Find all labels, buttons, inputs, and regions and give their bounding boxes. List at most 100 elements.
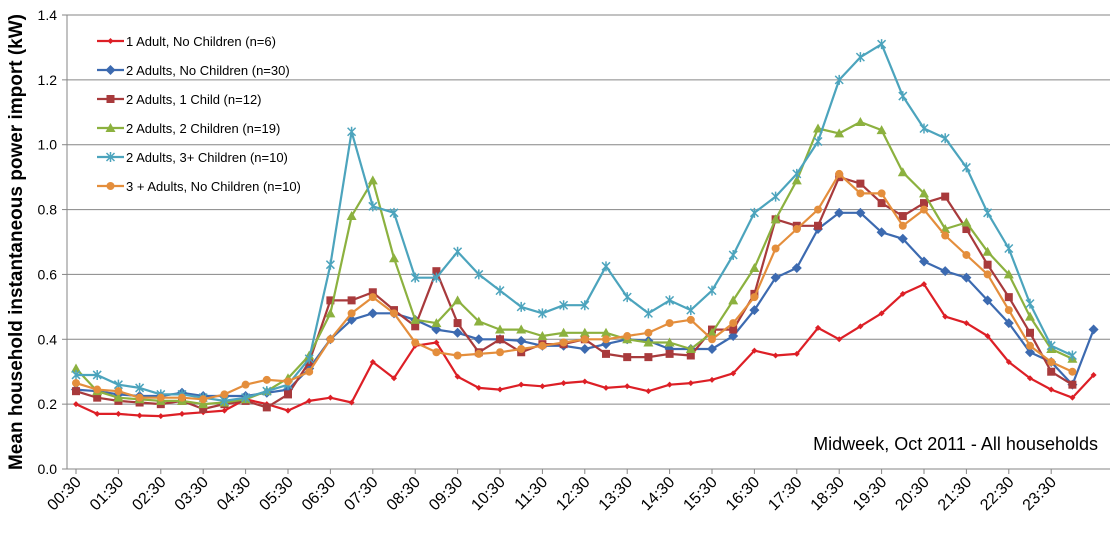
legend-item: 2 Adults, No Children (n=30) — [97, 63, 290, 78]
data-point — [624, 383, 631, 390]
series-4 — [71, 117, 1078, 409]
data-point — [877, 189, 886, 198]
data-point — [474, 269, 484, 280]
legend-item: 2 Adults, 3+ Children (n=10) — [97, 150, 288, 165]
data-point — [1005, 358, 1012, 365]
data-point — [537, 308, 547, 319]
legend-item: 3 + Adults, No Children (n=10) — [97, 179, 301, 194]
data-point — [602, 349, 610, 358]
x-tick-label: 03:30 — [172, 474, 212, 514]
data-point — [368, 293, 377, 302]
data-point — [941, 192, 950, 201]
data-point — [983, 260, 992, 269]
data-point — [877, 199, 886, 208]
y-tick-label: 1.4 — [38, 7, 58, 23]
y-tick-label: 0.2 — [38, 396, 58, 412]
data-point — [560, 380, 567, 387]
data-point — [961, 162, 971, 173]
data-point — [347, 309, 356, 318]
data-point — [771, 191, 781, 202]
data-point — [71, 369, 81, 380]
data-point — [517, 345, 526, 354]
data-point — [749, 207, 759, 218]
data-point — [115, 410, 122, 417]
x-tick-label: 05:30 — [256, 474, 296, 514]
data-point — [919, 256, 929, 267]
data-point — [961, 217, 972, 227]
data-point — [431, 318, 442, 328]
x-tick-label: 06:30 — [299, 474, 339, 514]
data-point — [135, 382, 145, 393]
data-point — [856, 189, 865, 198]
data-point — [921, 281, 927, 288]
data-point — [665, 319, 674, 328]
data-point — [898, 221, 907, 230]
legend-label: 2 Adults, No Children (n=30) — [126, 63, 290, 78]
data-point — [791, 262, 802, 273]
data-point — [1069, 394, 1076, 401]
data-point — [198, 399, 209, 409]
data-point — [113, 392, 124, 402]
data-point — [221, 407, 228, 414]
series-line — [76, 43, 1073, 402]
data-point — [940, 133, 950, 144]
chart-annotation: Midweek, Oct 2011 - All households — [813, 434, 1098, 454]
data-point — [708, 335, 716, 344]
data-point — [982, 295, 993, 306]
data-point — [666, 381, 673, 388]
x-tick-label: 18:30 — [808, 474, 848, 514]
x-tick-label: 01:30 — [87, 474, 127, 514]
data-point — [367, 308, 378, 319]
data-point — [496, 348, 504, 357]
data-point — [579, 344, 590, 355]
data-point — [579, 327, 590, 337]
data-point — [601, 327, 611, 337]
data-point — [326, 335, 335, 344]
data-point — [919, 123, 929, 134]
data-point — [1003, 318, 1014, 329]
x-tick-label: 21:30 — [935, 474, 975, 514]
data-point — [580, 335, 589, 344]
data-point — [262, 386, 272, 397]
data-point — [241, 380, 250, 389]
data-point — [347, 296, 356, 305]
data-point — [411, 322, 420, 331]
data-point — [878, 310, 885, 317]
data-point — [304, 353, 314, 364]
data-point — [516, 324, 527, 334]
data-point — [306, 397, 313, 404]
data-point — [241, 392, 251, 403]
data-point — [940, 266, 951, 277]
x-tick-label: 15:30 — [680, 474, 720, 514]
data-point — [1046, 340, 1056, 351]
x-tick-label: 04:30 — [214, 474, 254, 514]
data-point — [199, 395, 208, 404]
legend-label: 1 Adult, No Children (n=6) — [126, 34, 276, 49]
legend-item: 2 Adults, 1 Child (n=12) — [97, 92, 262, 107]
data-point — [220, 390, 229, 399]
data-point — [876, 227, 887, 238]
data-point — [920, 199, 928, 208]
data-point — [516, 301, 526, 312]
data-point — [346, 211, 357, 221]
data-point — [961, 272, 972, 283]
data-point — [834, 128, 845, 138]
data-point — [348, 399, 355, 406]
legend-swatch-marker — [105, 152, 116, 162]
data-point — [92, 369, 102, 380]
data-point — [664, 337, 675, 347]
x-tick-label: 12:30 — [553, 474, 593, 514]
data-point — [178, 393, 186, 402]
data-point — [284, 377, 292, 386]
data-point — [347, 126, 357, 137]
data-point — [1004, 243, 1014, 254]
data-point — [644, 353, 653, 362]
data-point — [602, 335, 610, 344]
data-point — [707, 285, 717, 296]
data-point — [135, 393, 144, 402]
data-point — [855, 117, 866, 127]
data-point — [770, 214, 781, 224]
data-point — [473, 334, 484, 345]
data-point — [1026, 328, 1034, 337]
data-point — [262, 403, 271, 412]
